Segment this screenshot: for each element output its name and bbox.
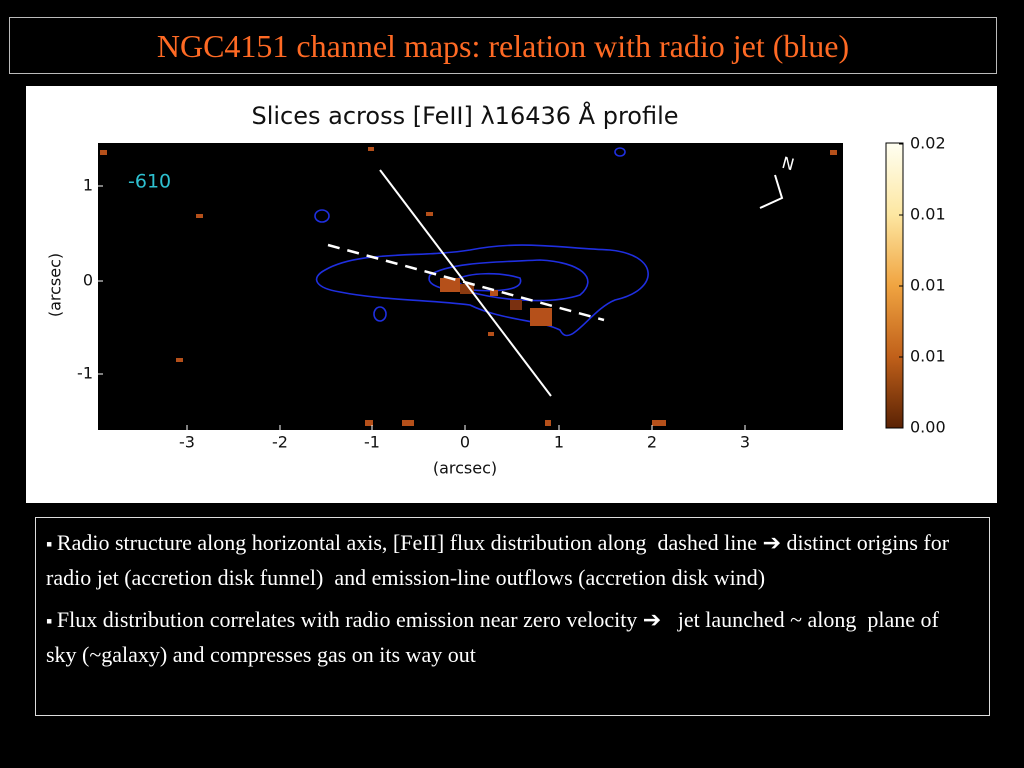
y-tick-label: 0	[83, 271, 93, 290]
y-axis-label: (arcsec)	[46, 253, 65, 317]
x-tick-label: 2	[647, 433, 657, 452]
x-axis-label: (arcsec)	[433, 459, 497, 478]
north-label: N	[780, 153, 796, 174]
y-tick-label: -1	[77, 364, 93, 383]
colorbar-tick-label: 0.02	[910, 134, 946, 153]
x-tick-label: -1	[364, 433, 380, 452]
figure: Slices across [FeII] λ16436 Å profile N …	[26, 86, 997, 503]
x-tick-label: 3	[740, 433, 750, 452]
colorbar-tick-label: 0.01	[910, 205, 946, 224]
slide-title: NGC4151 channel maps: relation with radi…	[9, 17, 997, 74]
x-tick-label: 0	[460, 433, 470, 452]
text-box: Radio structure along horizontal axis, […	[35, 517, 990, 716]
colorbar-tick-label: 0.01	[910, 276, 946, 295]
figure-title: Slices across [FeII] λ16436 Å profile	[251, 101, 678, 130]
north-arrow	[759, 174, 784, 209]
x-tick-label: -3	[179, 433, 195, 452]
feii-emission	[100, 147, 837, 426]
colorbar-tick-label: 0.00	[910, 418, 946, 437]
bullet: Radio structure along horizontal axis, […	[46, 526, 979, 595]
y-tick-label: 1	[83, 176, 93, 195]
bullet: Flux distribution correlates with radio …	[46, 603, 979, 672]
x-tick-label: 1	[554, 433, 564, 452]
velocity-label: -610	[128, 171, 171, 193]
flux-axis	[327, 243, 605, 322]
colorbar-tick-label: 0.01	[910, 347, 946, 366]
x-tick-label: -2	[272, 433, 288, 452]
